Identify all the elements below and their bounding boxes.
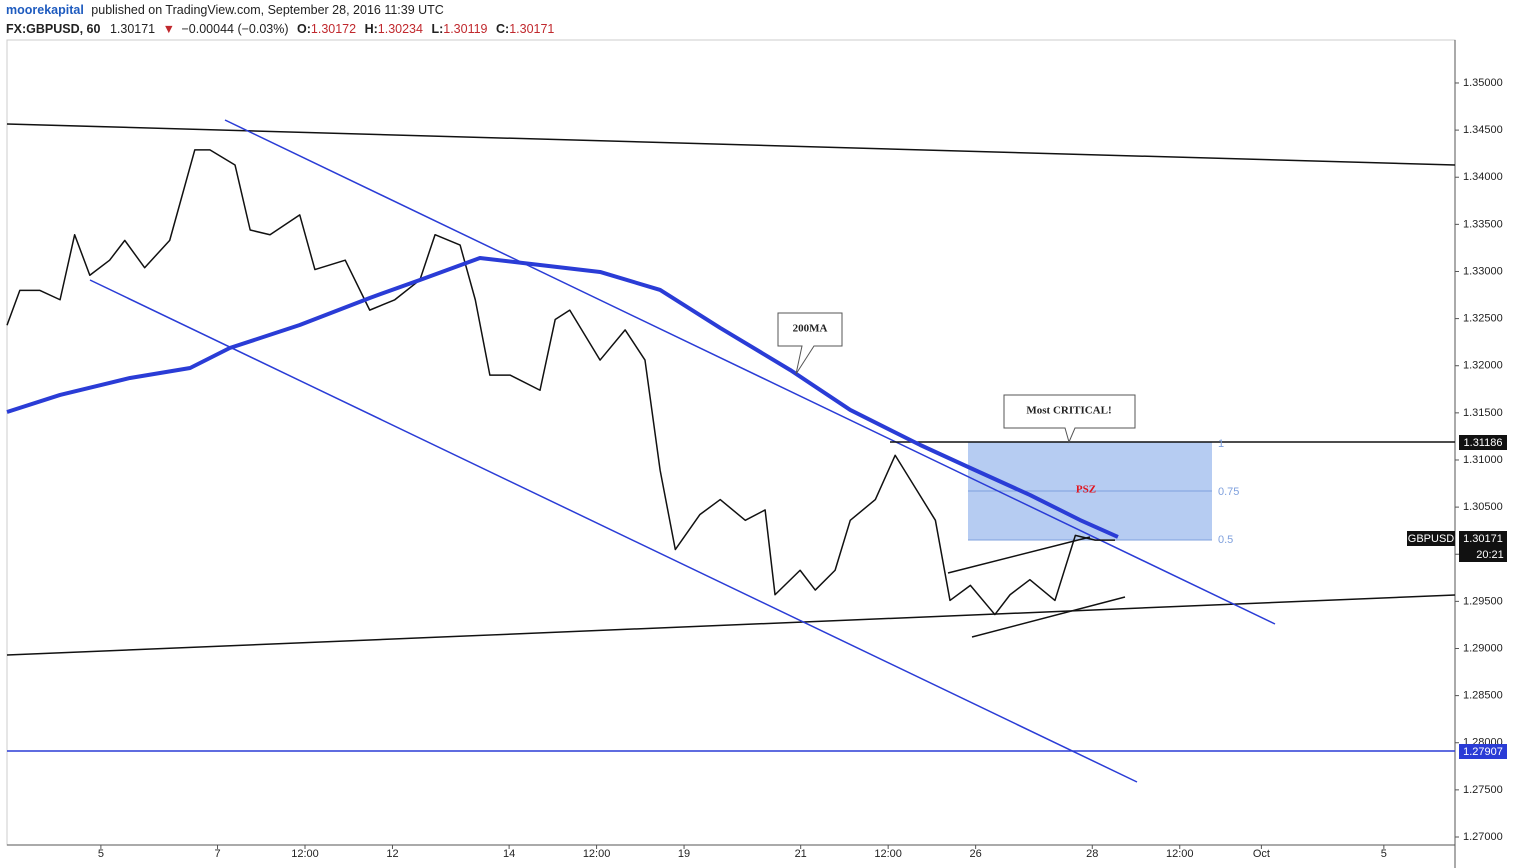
x-tick-label: 12 xyxy=(386,848,398,860)
publisher: moorekapital xyxy=(6,3,84,17)
critical-label: Most CRITICAL! xyxy=(1026,405,1111,417)
price-line xyxy=(6,149,1116,616)
x-tick-label: 5 xyxy=(98,848,104,860)
ma-label: 200MA xyxy=(793,323,828,335)
y-tick-label: 1.27500 xyxy=(1463,784,1503,796)
y-tick-label: 1.29000 xyxy=(1463,642,1503,654)
last-price: 1.30171 xyxy=(1463,533,1503,545)
level-top: 1.31186 xyxy=(1464,437,1503,449)
x-tick-label: 19 xyxy=(678,848,690,860)
price-box xyxy=(1459,435,1507,450)
ticker-box xyxy=(1407,531,1455,546)
x-tick-label: Oct xyxy=(1253,848,1270,860)
c: 1.30171 xyxy=(509,22,554,36)
y-tick-label: 1.32500 xyxy=(1463,313,1503,325)
channel-line xyxy=(89,279,1138,783)
y-tick-label: 1.32000 xyxy=(1463,360,1503,372)
y-tick-label: 1.31000 xyxy=(1463,454,1503,466)
published: published on TradingView.com, September … xyxy=(91,3,444,17)
x-tick-label: 28 xyxy=(1086,848,1098,860)
y-tick-label: 1.33000 xyxy=(1463,265,1503,277)
y-tick-label: 1.28500 xyxy=(1463,690,1503,702)
y-tick-label: 1.35000 xyxy=(1463,77,1503,89)
x-tick-label: 21 xyxy=(795,848,807,860)
callout xyxy=(777,312,843,375)
x-tick-label: 12:00 xyxy=(291,848,319,860)
symbol: FX:GBPUSD, 60 xyxy=(6,22,101,36)
fib-label: 0.5 xyxy=(1218,534,1233,546)
y-tick-label: 1.33500 xyxy=(1463,218,1503,230)
trendline xyxy=(6,594,1456,656)
c-label: C: xyxy=(496,22,509,36)
x-tick-label: 7 xyxy=(214,848,220,860)
fib-label: 1 xyxy=(1218,438,1224,450)
x-tick-label: 14 xyxy=(503,848,515,860)
change: −0.00044 (−0.03%) xyxy=(181,22,288,36)
wedge-line xyxy=(947,536,1091,574)
ticker: GBPUSD xyxy=(1408,533,1455,545)
h-label: H: xyxy=(365,22,378,36)
y-tick-label: 1.34000 xyxy=(1463,171,1503,183)
wedge-line xyxy=(971,596,1126,638)
x-tick-label: 12:00 xyxy=(1166,848,1194,860)
y-tick-label: 1.31500 xyxy=(1463,407,1503,419)
header-line: moorekapital published on TradingView.co… xyxy=(6,3,444,17)
fib-label: 0.75 xyxy=(1218,486,1239,498)
l-label: L: xyxy=(431,22,443,36)
x-tick-label: 5 xyxy=(1381,848,1387,860)
last: 1.30171 xyxy=(110,22,155,36)
price-box xyxy=(1459,744,1507,759)
h: 1.30234 xyxy=(378,22,423,36)
y-tick-label: 1.34500 xyxy=(1463,124,1503,136)
y-tick-label: 1.29500 xyxy=(1463,595,1503,607)
callout xyxy=(1003,394,1136,444)
y-tick-label: 1.30500 xyxy=(1463,501,1503,513)
o-label: O: xyxy=(297,22,311,36)
x-tick-label: 12:00 xyxy=(874,848,902,860)
x-tick-label: 26 xyxy=(970,848,982,860)
y-tick-label: 1.27000 xyxy=(1463,831,1503,843)
price-box xyxy=(1459,531,1507,562)
o: 1.30172 xyxy=(311,22,356,36)
l: 1.30119 xyxy=(443,22,487,36)
symbol-line: FX:GBPUSD, 60 1.30171 ▼ −0.00044 (−0.03%… xyxy=(6,22,554,36)
zone-label: PSZ xyxy=(1076,484,1096,496)
x-tick-label: 12:00 xyxy=(583,848,611,860)
arrow: ▼ xyxy=(163,22,175,36)
level-bottom: 1.27907 xyxy=(1463,746,1503,758)
price-line xyxy=(6,256,1119,539)
countdown: 20:21 xyxy=(1476,549,1504,561)
